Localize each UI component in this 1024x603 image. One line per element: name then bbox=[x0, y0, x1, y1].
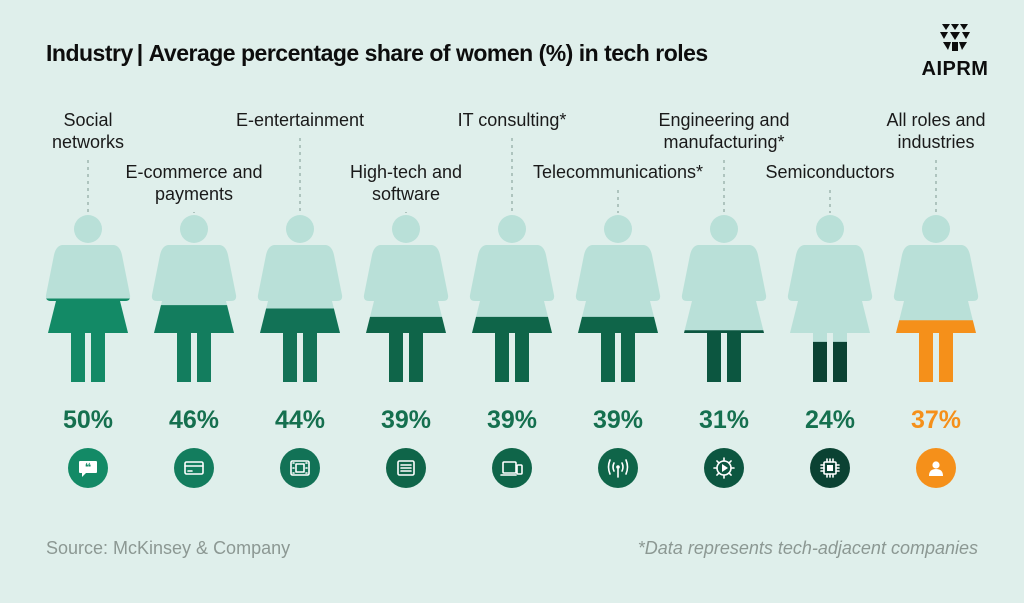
category-label: E-entertainment bbox=[236, 110, 364, 130]
category-label: Social networks bbox=[52, 110, 124, 152]
category-label: All roles and industries bbox=[886, 110, 985, 152]
category-label: High-tech and software bbox=[350, 162, 462, 204]
figure-6: Telecommunications* 39% bbox=[533, 162, 703, 488]
figure-head bbox=[710, 215, 738, 243]
value-label: 24% bbox=[805, 406, 855, 434]
value-label: 39% bbox=[381, 406, 431, 434]
figure-head bbox=[392, 215, 420, 243]
category-label-line: manufacturing* bbox=[663, 132, 784, 152]
category-label: E-commerce and payments bbox=[125, 162, 262, 204]
figure-5: IT consulting* 39% bbox=[458, 110, 567, 488]
title-lead: Industry bbox=[46, 40, 133, 66]
category-label-line: IT consulting* bbox=[458, 110, 567, 130]
svg-text:❝: ❝ bbox=[85, 461, 91, 474]
category-label-line: Semiconductors bbox=[765, 162, 894, 182]
chat-bubble-icon: ❝ bbox=[68, 448, 108, 488]
figure-fill bbox=[472, 316, 552, 382]
value-label: 44% bbox=[275, 406, 325, 434]
brand-logo: AIPRM bbox=[918, 20, 992, 81]
category-label: Engineering and manufacturing* bbox=[658, 110, 789, 152]
figure-2: E-commerce and payments 46% bbox=[125, 162, 263, 488]
person-icon bbox=[916, 448, 956, 488]
figure-8: Semiconductors 24% bbox=[765, 162, 895, 488]
category-label-line: High-tech and bbox=[350, 162, 462, 182]
category-label-line: Telecommunications* bbox=[533, 162, 703, 182]
figure-3: E-entertainment 44% bbox=[236, 110, 364, 488]
brand-mark-icon bbox=[940, 24, 970, 51]
value-label: 46% bbox=[169, 406, 219, 434]
figure-head bbox=[74, 215, 102, 243]
category-label-line: payments bbox=[155, 184, 233, 204]
title-main: Average percentage share of women (%) in… bbox=[148, 40, 709, 66]
figure-4: High-tech and software 39% bbox=[350, 162, 462, 488]
figure-body bbox=[363, 245, 449, 382]
category-label-line: All roles and bbox=[886, 110, 985, 130]
figure-head bbox=[180, 215, 208, 243]
figure-head bbox=[922, 215, 950, 243]
category-label: Telecommunications* bbox=[533, 162, 703, 182]
chip-icon bbox=[810, 448, 850, 488]
figure-9: All roles and industries 37% bbox=[886, 110, 986, 488]
brand-name: AIPRM bbox=[921, 58, 989, 80]
figure-7: Engineering and manufacturing* 31% bbox=[658, 110, 790, 488]
figure-body bbox=[893, 245, 979, 382]
figure-body bbox=[575, 245, 661, 382]
category-label-line: E-commerce and bbox=[125, 162, 262, 182]
figure-head bbox=[498, 215, 526, 243]
category-label-line: industries bbox=[897, 132, 974, 152]
figure-fill bbox=[813, 341, 847, 382]
figure-body bbox=[469, 245, 555, 382]
category-label-line: Engineering and bbox=[658, 110, 789, 130]
gear-icon bbox=[704, 448, 744, 488]
value-label: 31% bbox=[699, 406, 749, 434]
laptop-icon bbox=[492, 448, 532, 488]
category-label-line: software bbox=[372, 184, 440, 204]
category-label-line: Social bbox=[63, 110, 112, 130]
value-label: 37% bbox=[911, 406, 961, 434]
credit-card-icon bbox=[174, 448, 214, 488]
figure-fill bbox=[46, 298, 130, 382]
figure-head bbox=[816, 215, 844, 243]
category-label: IT consulting* bbox=[458, 110, 567, 130]
figure-body bbox=[787, 245, 873, 382]
value-label: 39% bbox=[487, 406, 537, 434]
figure-1: Social networks 50% ❝ bbox=[45, 110, 131, 488]
title-separator: | bbox=[136, 40, 143, 66]
antenna-icon bbox=[598, 448, 638, 488]
footnote: *Data represents tech-adjacent companies bbox=[637, 538, 978, 558]
figure-fill bbox=[154, 305, 234, 382]
figure-fill bbox=[896, 320, 976, 382]
figure-body bbox=[681, 245, 767, 382]
category-label-line: E-entertainment bbox=[236, 110, 364, 130]
figure-fill bbox=[578, 316, 658, 382]
figure-head bbox=[604, 215, 632, 243]
figure-fill bbox=[366, 316, 446, 382]
category-label-line: networks bbox=[52, 132, 124, 152]
chart-title: Industry | Average percentage share of wom… bbox=[46, 40, 708, 67]
value-label: 50% bbox=[63, 406, 113, 434]
figure-head bbox=[286, 215, 314, 243]
pictograph-chart: Social networks 50% ❝ E-commerce and payments… bbox=[45, 110, 986, 488]
source-note: Source: McKinsey & Company bbox=[46, 538, 291, 558]
film-icon bbox=[280, 448, 320, 488]
category-label: Semiconductors bbox=[765, 162, 894, 182]
figure-fill bbox=[260, 308, 340, 382]
document-icon bbox=[386, 448, 426, 488]
value-label: 39% bbox=[593, 406, 643, 434]
